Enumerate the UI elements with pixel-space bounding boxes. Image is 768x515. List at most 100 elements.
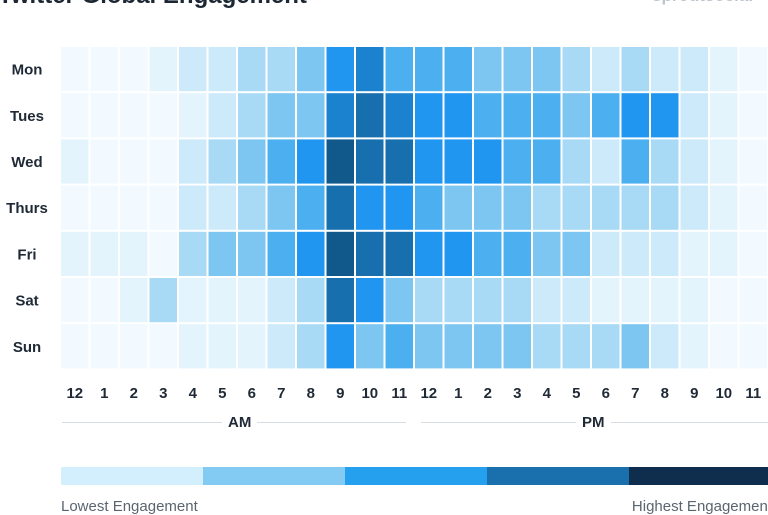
heatmap-cell-thurs-19 [621,185,649,230]
heatmap-cell-thurs-6 [238,185,266,230]
heatmap-cell-tues-13 [444,93,472,138]
column-label-1: 1 [100,385,108,402]
heatmap-cell-mon-12 [415,47,443,92]
column-label-17: 5 [572,385,580,402]
heatmap-cell-fri-18 [592,231,620,276]
pm-label: PM [576,414,611,431]
heatmap-cell-sun-2 [120,324,148,369]
heatmap-cell-tues-6 [238,93,266,138]
heatmap-cell-mon-11 [385,47,413,92]
heatmap-cell-wed-12 [415,139,443,184]
row-label-mon: Mon [12,62,43,79]
heatmap-cell-mon-19 [621,47,649,92]
heatmap-cell-thurs-7 [267,185,295,230]
heatmap-cell-fri-1 [90,231,118,276]
heatmap-cell-sat-15 [503,278,531,323]
heatmap-cell-mon-6 [238,47,266,92]
heatmap-cell-mon-4 [179,47,207,92]
heatmap-cell-sat-5 [208,278,236,323]
heatmap-cell-wed-0 [61,139,89,184]
heatmap-cell-wed-21 [680,139,708,184]
row-label-fri: Fri [17,246,36,263]
heatmap-cell-fri-17 [562,231,590,276]
am-label: AM [222,414,258,431]
legend-swatch-4 [487,467,629,485]
heatmap-cell-fri-15 [503,231,531,276]
heatmap-cell-wed-2 [120,139,148,184]
heatmap-cell-tues-7 [267,93,295,138]
row-label-wed: Wed [11,154,42,171]
heatmap-cell-tues-12 [415,93,443,138]
heatmap-cell-thurs-3 [149,185,177,230]
heatmap-cell-sun-3 [149,324,177,369]
chart-title: Twitter Global Engagement [0,0,307,10]
heatmap-cell-sat-17 [562,278,590,323]
heatmap-cell-thurs-17 [562,185,590,230]
heatmap-cell-fri-21 [680,231,708,276]
heatmap-cell-tues-9 [326,93,354,138]
heatmap-cell-thurs-14 [474,185,502,230]
heatmap-cell-thurs-16 [533,185,561,230]
column-label-12: 12 [420,385,437,402]
heatmap-cell-thurs-10 [356,185,384,230]
column-label-23: 11 [745,385,761,402]
heatmap-cell-fri-13 [444,231,472,276]
heatmap-cell-tues-17 [562,93,590,138]
heatmap-cell-wed-18 [592,139,620,184]
heatmap-cell-sat-20 [651,278,679,323]
heatmap-cell-tues-11 [385,93,413,138]
heatmap-cell-sat-11 [385,278,413,323]
heatmap-cell-sun-9 [326,324,354,369]
heatmap-cell-fri-0 [61,231,89,276]
heatmap-cell-thurs-2 [120,185,148,230]
heatmap-cell-mon-22 [710,47,738,92]
heatmap-cell-mon-21 [680,47,708,92]
heatmap-cell-sat-18 [592,278,620,323]
heatmap-cell-sat-8 [297,278,325,323]
column-label-18: 6 [602,385,610,402]
heatmap-cell-tues-18 [592,93,620,138]
heatmap-cell-thurs-23 [739,185,767,230]
heatmap-cell-mon-1 [90,47,118,92]
heatmap-cell-thurs-11 [385,185,413,230]
heatmap-cell-wed-16 [533,139,561,184]
heatmap-cell-thurs-1 [90,185,118,230]
heatmap-cell-fri-4 [179,231,207,276]
heatmap-cell-fri-9 [326,231,354,276]
heatmap-cell-tues-15 [503,93,531,138]
heatmap-cell-tues-14 [474,93,502,138]
row-label-tues: Tues [10,108,44,125]
heatmap-cell-wed-1 [90,139,118,184]
heatmap-cell-mon-10 [356,47,384,92]
heatmap-cell-sun-17 [562,324,590,369]
brand-logo: sproutsocial [652,0,753,6]
heatmap-cell-thurs-22 [710,185,738,230]
heatmap-cell-fri-22 [710,231,738,276]
heatmap-cell-thurs-8 [297,185,325,230]
heatmap-cell-wed-13 [444,139,472,184]
heatmap-cell-fri-12 [415,231,443,276]
heatmap-cell-thurs-15 [503,185,531,230]
heatmap-cell-fri-5 [208,231,236,276]
heatmap-cell-sat-10 [356,278,384,323]
heatmap-cell-wed-6 [238,139,266,184]
column-label-4: 4 [189,385,198,402]
column-label-14: 2 [484,385,492,402]
column-label-3: 3 [159,385,167,402]
heatmap-cell-sun-8 [297,324,325,369]
heatmap-cell-sat-3 [149,278,177,323]
heatmap-cell-wed-5 [208,139,236,184]
heatmap-cell-wed-14 [474,139,502,184]
heatmap-cell-fri-16 [533,231,561,276]
heatmap-cell-thurs-9 [326,185,354,230]
column-label-7: 7 [277,385,285,402]
legend-swatch-5 [629,467,768,485]
heatmap-cell-mon-7 [267,47,295,92]
heatmap-cell-tues-2 [120,93,148,138]
heatmap-cell-sun-23 [739,324,767,369]
heatmap-cell-mon-8 [297,47,325,92]
heatmap-cell-fri-23 [739,231,767,276]
heatmap-cell-sun-18 [592,324,620,369]
heatmap-cell-fri-6 [238,231,266,276]
